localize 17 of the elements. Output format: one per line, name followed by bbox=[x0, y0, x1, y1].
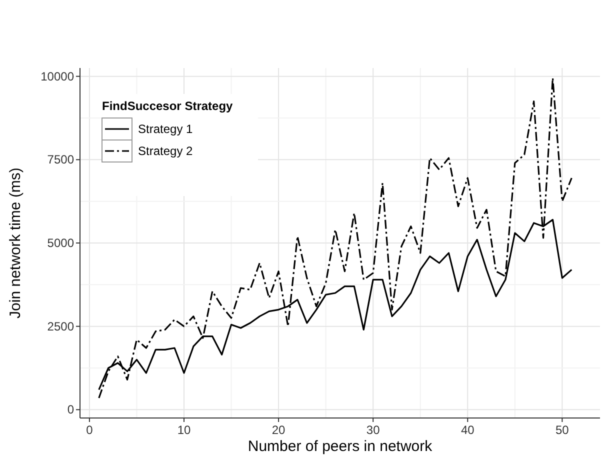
legend-title: FindSuccesor Strategy bbox=[102, 99, 234, 113]
y-tick-label: 7500 bbox=[47, 152, 74, 167]
x-tick-label: 30 bbox=[366, 423, 380, 437]
x-tick-label: 0 bbox=[86, 423, 94, 437]
x-tick-label: 50 bbox=[556, 423, 570, 437]
y-tick-label: 0 bbox=[67, 402, 74, 417]
line-series bbox=[98, 77, 572, 399]
y-axis-title: Join network time (ms) bbox=[7, 168, 24, 318]
x-tick-label: 40 bbox=[460, 423, 475, 437]
y-tick-label: 5000 bbox=[47, 236, 74, 250]
y-tick-label: 2500 bbox=[47, 319, 74, 334]
x-tick-label: 20 bbox=[272, 423, 286, 437]
y-tick-label: 10000 bbox=[40, 69, 74, 84]
x-axis-title: Number of peers in network bbox=[248, 438, 433, 455]
legend-label: Strategy 1 bbox=[138, 122, 194, 136]
x-tick-label: 10 bbox=[177, 423, 191, 437]
legend-label: Strategy 2 bbox=[138, 144, 194, 158]
